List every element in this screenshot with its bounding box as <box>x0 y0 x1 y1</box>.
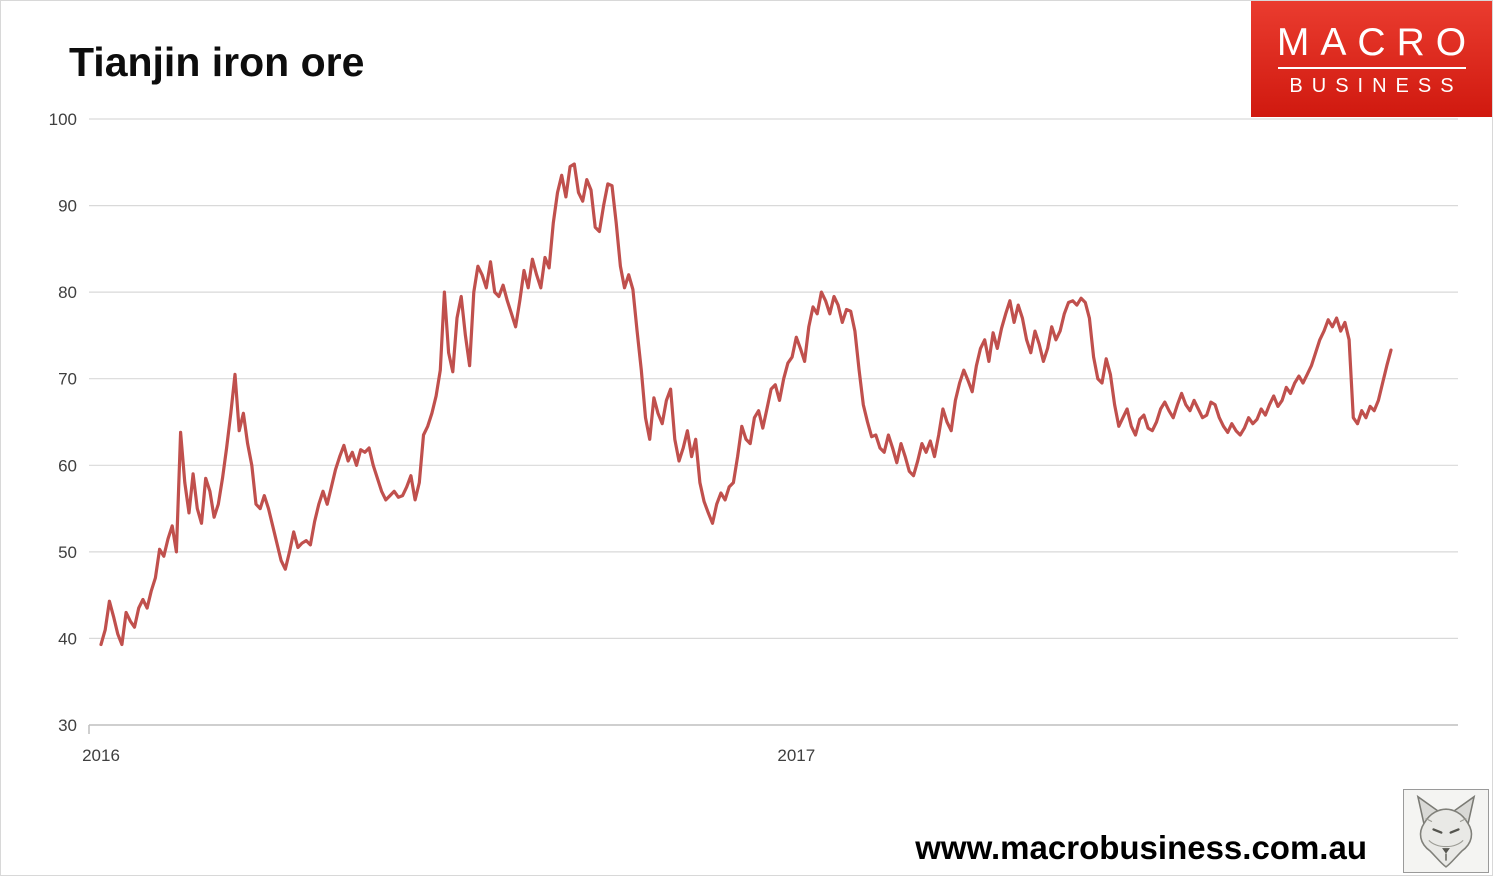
website-url: www.macrobusiness.com.au <box>915 829 1367 866</box>
y-tick-label: 80 <box>58 283 77 302</box>
x-tick-label: 2016 <box>82 746 120 765</box>
logo-divider <box>1277 66 1466 69</box>
macrobusiness-logo: MACRO BUSINESS <box>1251 1 1492 117</box>
y-tick-label: 70 <box>58 370 77 389</box>
y-tick-label: 40 <box>58 629 77 648</box>
logo-text-business: BUSINESS <box>1289 74 1463 97</box>
y-tick-label: 100 <box>49 110 77 129</box>
chart-title: Tianjin iron ore <box>69 39 365 85</box>
wolf-sketch-icon <box>1416 794 1476 868</box>
price-line <box>99 162 1393 647</box>
logo-text-macro: MACRO <box>1276 20 1478 64</box>
y-tick-label: 50 <box>58 543 77 562</box>
y-tick-label: 30 <box>58 716 77 735</box>
wolf-logo <box>1403 789 1489 873</box>
y-tick-label: 90 <box>58 197 77 216</box>
x-tick-label: 2017 <box>777 746 815 765</box>
y-tick-label: 60 <box>58 456 77 475</box>
